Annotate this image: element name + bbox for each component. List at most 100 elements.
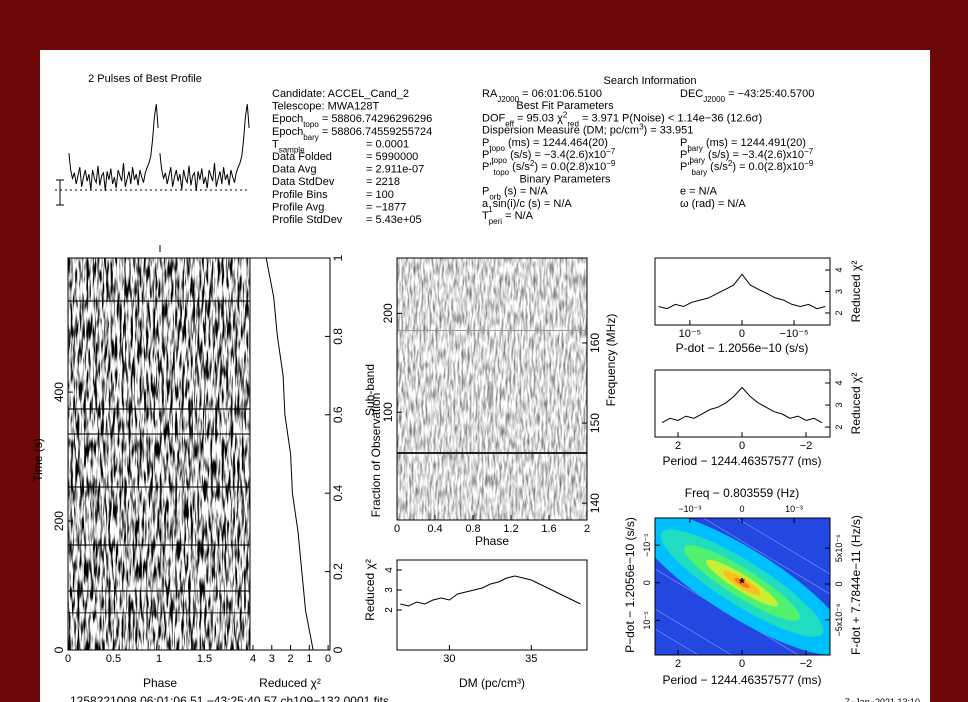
info-text: Data StdDev [272,176,335,188]
info-line: Tsample [272,138,305,154]
info-text: (s/s) = −3.4(2.6)x10 [705,149,804,161]
info-text: Data Avg [272,164,316,176]
info-text: DEC [680,88,703,100]
frames [67,257,831,656]
profile-line [159,104,250,192]
y2-axis-label: F-dot + 7.7844e−11 (Hz/s) [849,515,863,655]
info-text: T [482,210,489,222]
info-value: = 0.0001 [366,138,409,150]
info-line: Data Folded [272,151,332,163]
x-tick-label: −10⁻³ [678,504,701,514]
subband-streak [397,330,587,331]
info-text: ω (rad) = N/A [680,198,746,210]
x-axis-label: Period − 1244.46357577 (ms) [662,673,821,687]
x-tick-label: 0 [394,523,400,535]
y-tick-label: 5x10⁻⁶ [834,534,844,562]
subband-streak [397,452,587,454]
info-line: Profile Avg [272,201,324,213]
info-text: a [482,198,489,210]
info-line: Porb (s) = N/A [482,186,548,202]
y-axis-label: Reduced χ² [849,373,863,435]
info-line: P''topo (s/s2) = 0.0(2.8)x10−9 [482,159,616,177]
info-text: Candidate: ACCEL_Cand_2 [272,88,409,100]
y-tick-label: 3 [384,587,395,593]
x-tick-label: 4 [250,653,256,665]
y-tick-label: 4 [834,268,844,273]
y-tick-label: 0 [52,646,66,653]
info-line: Data StdDev [272,176,335,188]
info-text: −9 [606,159,616,168]
info-line: Best Fit Parameters [516,100,614,112]
profile-error-bar [56,179,64,206]
y-axis-label: Time (s) [31,438,45,482]
y-tick-label: 100 [381,402,395,422]
info-line: Profile StdDev [272,214,343,226]
info-text: bary [303,132,319,141]
info-text: 2 [728,159,733,168]
info-text: P'' [680,161,692,173]
info-text: topo [303,120,319,129]
info-line: Binary Parameters [519,173,611,185]
y-tick-label: 2 [834,310,844,315]
info-text: Profile StdDev [272,214,343,226]
y-tick-label: 150 [588,413,602,433]
info-text: red [567,119,579,128]
footer-date: 7−Jan−2021 13:10 [845,697,920,702]
y-tick-label: 400 [52,382,66,402]
profile-line [68,104,159,192]
y-tick-label: 10⁻⁵ [642,611,652,630]
y-tick-label: −10⁻⁵ [642,533,652,557]
x-tick-label: 0.4 [427,523,442,535]
info-text: (ms) = 1244.464(20) [505,137,608,149]
info-text: P [680,137,687,149]
info-line: DECJ2000 = −43:25:40.5700 [680,88,814,104]
info-text: (s) = N/A [501,186,548,198]
info-text: DOF [482,112,506,124]
y-tick-label: 0 [331,646,345,653]
info-text: (s/s [707,161,728,173]
info-text: = 3.971 P(Noise) < 1.14e−36 (12.6σ) [579,112,762,124]
best-fit-marker: * [739,575,745,591]
y-tick-label: 2 [384,607,395,613]
y-axis-label: Fraction of Observation [369,393,383,518]
time-phase-streaks [68,300,250,614]
info-value: = 100 [366,189,394,201]
info-text: −7 [804,147,814,156]
y-tick-label: 200 [52,511,66,531]
info-line: P'bary (s/s) = −3.4(2.6)x10−7 [680,147,814,165]
info-text: Epoch [272,113,303,125]
x-tick-label: 0 [739,440,745,452]
info-text: Profile Avg [272,201,324,213]
info-text: Dispersion Measure (DM; pc/cm [482,125,639,137]
info-text: (s/s) = −3.4(2.6)x10 [507,149,606,161]
x-tick-label: 30 [443,653,455,665]
info-line: e = N/A [680,186,718,198]
search-title: Search Information [604,75,697,87]
info-text: = N/A [502,210,534,222]
x-tick-label: 35 [525,653,537,665]
info-text: (ms) = 1244.491(20) [703,137,806,149]
x-tick-label: 1.6 [541,523,556,535]
y-tick-label: 0.6 [331,406,345,423]
info-text: ) = 0.0(2.8)x10 [534,161,606,173]
info-text: 3 [639,122,644,131]
x-tick-label: 2 [675,658,681,670]
x-tick-label: 2 [288,653,294,665]
info-line: P''bary (s/s2) = 0.0(2.8)x10−9 [680,159,814,177]
info-text: bary [692,168,708,177]
info-text: 1 [488,204,493,213]
info-line: Data Avg [272,164,316,176]
x-tick-label: 1 [306,653,312,665]
info-text: sample [279,145,305,154]
time-phase-image [68,258,250,650]
info-line: Telescope: MWA128T [272,101,379,113]
info-text: = 06:01:06.5100 [519,88,602,100]
x-tick-label: 0 [739,504,744,514]
x-tick-label: 0.5 [106,653,121,665]
y-tick-label: 3 [834,403,844,408]
info-line: RAJ2000 = 06:01:06.5100 [482,88,602,104]
x-tick-label: −10⁻⁵ [780,328,809,340]
y-tick-label: 3 [834,289,844,294]
x-tick-label: 0 [739,658,745,670]
